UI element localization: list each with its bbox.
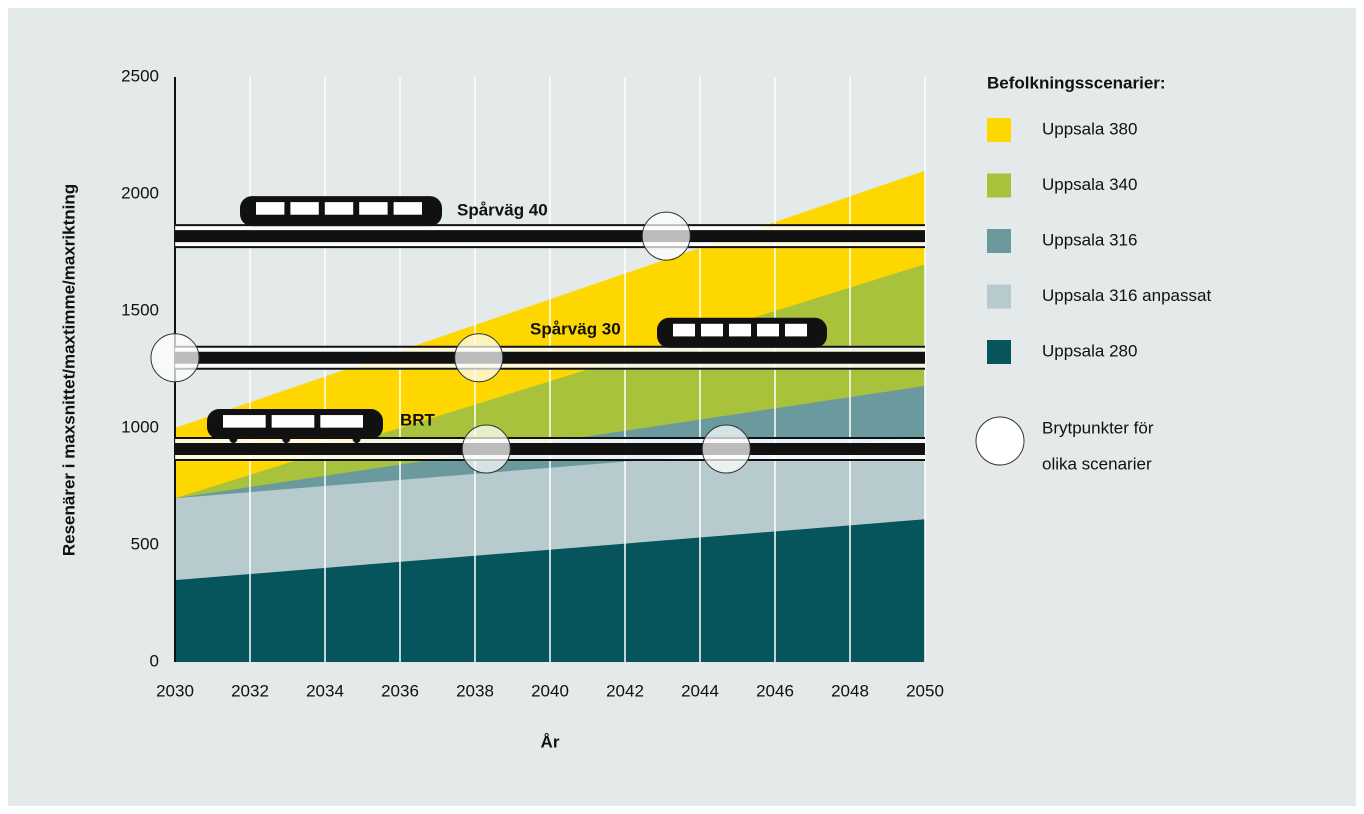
breakpoint	[150, 333, 200, 383]
x-tick-label: 2044	[681, 681, 719, 700]
wheel	[352, 435, 361, 444]
window	[271, 415, 315, 428]
capacity-label: Spårväg 40	[457, 200, 548, 219]
x-tick-label: 2038	[456, 681, 494, 700]
legend-label: Uppsala 380	[1042, 119, 1137, 138]
breakpoint	[461, 424, 511, 474]
legend-label: Uppsala 316	[1042, 230, 1137, 249]
legend-title: Befolkningsscenarier:	[987, 73, 1166, 92]
legend-swatch	[987, 229, 1011, 253]
x-tick-label: 2050	[906, 681, 944, 700]
x-tick-label: 2048	[831, 681, 869, 700]
legend-swatch	[987, 340, 1011, 364]
x-tick-label: 2040	[531, 681, 569, 700]
window	[359, 202, 388, 215]
legend-label: Brytpunkter för	[1042, 418, 1154, 437]
y-tick-label: 500	[131, 534, 159, 553]
legend-swatch	[987, 284, 1011, 309]
legend-swatch	[987, 118, 1011, 142]
window	[393, 202, 422, 215]
wheel	[282, 435, 291, 444]
x-tick-label: 2030	[156, 681, 194, 700]
legend-label: olika scenarier	[1042, 454, 1152, 473]
capacity-label: Spårväg 30	[530, 319, 621, 338]
x-tick-label: 2046	[756, 681, 794, 700]
y-tick-label: 2000	[121, 183, 159, 202]
y-tick-label: 1500	[121, 300, 159, 319]
window	[729, 323, 751, 337]
y-tick-label: 2500	[121, 66, 159, 85]
legend-label: Uppsala 316 anpassat	[1042, 286, 1211, 305]
window	[290, 202, 319, 215]
window	[785, 323, 807, 337]
x-tick-label: 2042	[606, 681, 644, 700]
y-tick-label: 1000	[121, 417, 159, 436]
window	[320, 415, 363, 428]
breakpoint	[454, 333, 504, 383]
legend-swatch	[987, 173, 1011, 198]
capacity-label: BRT	[400, 410, 436, 429]
breakpoint	[701, 424, 751, 474]
wheel	[229, 435, 238, 444]
x-axis-title: År	[541, 732, 560, 751]
window	[757, 323, 779, 337]
breakpoint	[641, 211, 691, 261]
window	[701, 323, 723, 337]
y-tick-label: 0	[150, 651, 159, 670]
legend-breakpoint	[975, 416, 1025, 466]
x-tick-label: 2034	[306, 681, 344, 700]
window	[673, 323, 695, 337]
window	[256, 202, 285, 215]
y-axis-title: Resenärer i maxsnittet/maxtimme/maxriktn…	[59, 184, 78, 556]
legend-label: Uppsala 280	[1042, 341, 1137, 360]
x-tick-label: 2036	[381, 681, 419, 700]
x-tick-label: 2032	[231, 681, 269, 700]
window	[223, 415, 266, 428]
window	[324, 202, 354, 215]
legend-label: Uppsala 340	[1042, 175, 1137, 194]
